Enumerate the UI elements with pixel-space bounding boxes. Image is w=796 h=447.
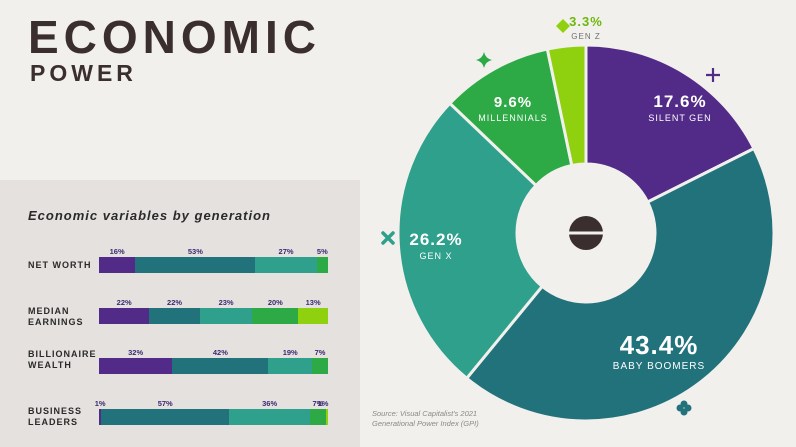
slice-value-label: 9.6% (494, 94, 532, 111)
donut-slice-gen-z (545, 43, 588, 168)
slice-name-label: MILLENNIALS (478, 113, 548, 123)
segment-percent-label: 5% (316, 247, 328, 256)
donut-slice-baby-boomers (464, 146, 776, 423)
millennials-star-icon (476, 52, 492, 68)
page-subtitle: POWER (30, 60, 137, 86)
segment-percent-label: 13% (305, 298, 321, 307)
segment-percent-label: 22% (116, 298, 132, 307)
page-title: ECONOMIC (28, 11, 321, 63)
bar-segment (99, 308, 150, 324)
bar-segment (135, 257, 256, 273)
bar-segment (252, 308, 299, 324)
silent-gen-plus-icon (706, 68, 720, 82)
donut-slice-silent-gen (584, 43, 756, 205)
donut-slice-gen-x (396, 101, 545, 381)
bar-segment (101, 409, 230, 425)
segment-percent-label: 20% (267, 298, 283, 307)
bar-segment (199, 308, 253, 324)
gen-z-diamond-icon (556, 19, 570, 33)
stacked-bar (99, 358, 328, 374)
bar-row-label: MEDIAN EARNINGS (28, 306, 84, 327)
bar-segment (311, 358, 328, 374)
segment-percent-label: 1% (94, 399, 106, 408)
panel-title: Economic variables by generation (28, 208, 271, 223)
bar-row-label: BILLIONAIRE WEALTH (28, 349, 97, 370)
slice-value-label: 17.6% (653, 92, 706, 111)
slice-value-label: 26.2% (409, 230, 462, 249)
source-note: Source: Visual Capitalist's 2021 Generat… (372, 409, 479, 429)
segment-percent-label: 32% (128, 348, 144, 357)
segment-percent-label: 27% (278, 247, 294, 256)
slice-name-label: GEN Z (571, 32, 600, 41)
slice-value-label: 3.3% (569, 14, 603, 29)
slice-value-label: 43.4% (620, 330, 699, 360)
stacked-bar (99, 308, 328, 324)
bar-row-label: NET WORTH (28, 260, 92, 270)
segment-percent-label: 36% (262, 399, 278, 408)
source-line-1: Source: Visual Capitalist's 2021 (372, 409, 478, 418)
segment-percent-label: 19% (282, 348, 298, 357)
bar-segment (99, 257, 136, 273)
stacked-bar (99, 257, 328, 273)
segment-percent-label: 7% (312, 399, 324, 408)
bar-segment (99, 358, 173, 374)
segment-percent-label: 16% (109, 247, 125, 256)
segment-percent-label: 22% (167, 298, 183, 307)
bar-segment (310, 409, 326, 425)
source-line-2: Generational Power Index (GPI) (372, 419, 479, 428)
gen-x-x-icon (381, 231, 395, 245)
bar-segment (172, 358, 269, 374)
bar-segment (255, 257, 317, 273)
segment-percent-label: 23% (218, 298, 234, 307)
bar-segment (268, 358, 312, 374)
segment-percent-label: 7% (314, 348, 326, 357)
bar-segment (325, 409, 328, 425)
bar-row-label: BUSINESS LEADERS (28, 406, 83, 427)
coin-icon (569, 216, 603, 250)
segment-percent-label: 42% (212, 348, 228, 357)
segment-percent-label: 57% (157, 399, 173, 408)
bar-segment (229, 409, 311, 425)
baby-boomers-clover-icon (676, 400, 692, 416)
segment-percent-label: 53% (187, 247, 203, 256)
slice-name-label: GEN X (419, 251, 452, 261)
bar-segment (316, 257, 328, 273)
bar-segment (149, 308, 200, 324)
segment-percent-label: 1% (317, 399, 329, 408)
slice-name-label: BABY BOOMERS (613, 361, 705, 372)
stacked-bar (99, 409, 328, 425)
slice-name-label: SILENT GEN (648, 113, 711, 123)
bar-segment (99, 409, 102, 425)
bar-segment (298, 308, 328, 324)
